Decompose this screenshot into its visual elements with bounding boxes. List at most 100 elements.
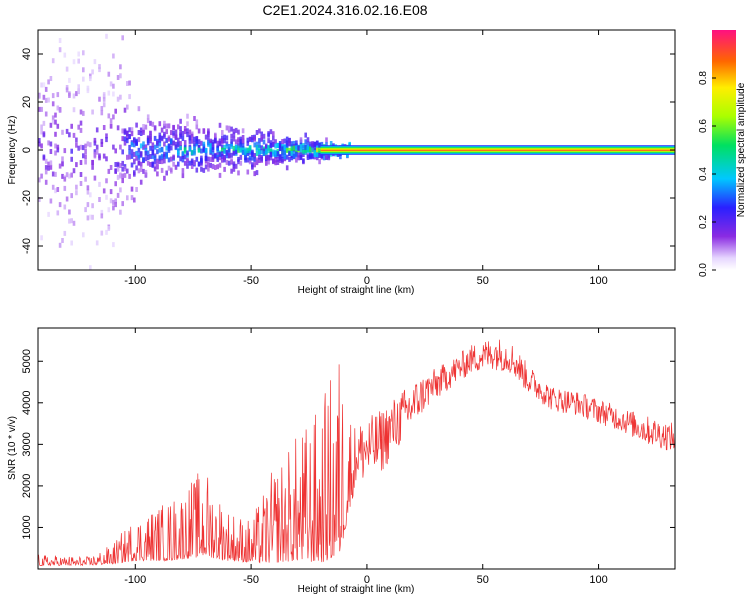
heatmap-cell [70,240,73,246]
heatmap-cell [181,157,185,163]
heatmap-cell [195,124,199,130]
heatmap-cell [269,152,273,158]
y-tick-label: -40 [21,238,33,254]
heatmap-cell [149,145,152,151]
heatmap-cell [163,123,166,129]
heatmap-cell [276,156,280,162]
heatmap-cell [144,147,148,153]
heatmap-cell [223,166,226,172]
heatmap-cell [119,64,122,70]
heatmap-cell [160,159,164,165]
heatmap-cell [58,163,62,169]
x-tick-label: -50 [243,275,259,287]
heatmap-cell [225,159,229,165]
heatmap-cell [56,144,60,150]
heatmap-cell [204,164,208,170]
heatmap-cell [139,127,143,133]
heatmap-cell [272,131,275,137]
heatmap-cell [174,141,178,147]
heatmap-cell [170,156,173,162]
heatmap-cell [221,153,224,159]
heatmap-cell [79,120,83,126]
heatmap-cell [42,120,46,126]
heatmap-cell [204,150,208,156]
heatmap-cell [274,157,277,163]
heatmap-cell [216,156,219,162]
colorbar-tick-label: 0.2 [698,215,709,229]
heatmap-cell [179,145,182,150]
heatmap-cell [197,139,201,145]
heatmap-cell [214,153,217,159]
heatmap-cell [234,139,238,145]
heatmap-cell [299,143,303,149]
heatmap-cell [151,142,155,148]
heatmap-cell [320,153,324,159]
heatmap-cell [216,164,219,170]
heatmap-cell [49,122,53,128]
heatmap-cell [253,142,256,148]
heatmap-cell [100,142,104,147]
y-tick-label: 4000 [21,391,33,415]
heatmap-cell [306,144,310,150]
heatmap-cell [195,119,199,125]
heatmap-cell [89,214,92,220]
heatmap-cell [126,130,129,136]
heatmap-cell [248,136,252,142]
heatmap-cell [313,141,317,147]
x-tick-label: 0 [364,574,370,586]
heatmap-cell [139,179,143,185]
heatmap-cell [174,164,178,170]
heatmap-cell [269,155,273,161]
heatmap-cell [190,133,194,139]
heatmap-cell [133,137,136,143]
heatmap-cell [63,230,67,236]
snr-frame [37,327,676,570]
heatmap-cell [281,139,284,144]
heatmap-cell [186,163,189,169]
heatmap-cell [79,144,83,150]
heatmap-cell [93,152,97,157]
heatmap-cell [207,136,210,142]
x-tick-label: 0 [364,275,370,287]
heatmap-cell [65,196,69,202]
heatmap-cell [160,135,164,141]
heatmap-cell [302,158,305,164]
heatmap-cell [49,149,53,154]
heatmap-cell [135,165,138,171]
heatmap-cell [200,157,203,163]
heatmap-cell [232,163,236,169]
heatmap-cell [255,141,259,147]
heatmap-cell [304,139,307,145]
heatmap-cell [170,167,173,173]
heatmap-cell [68,218,71,224]
heatmap-cell [84,159,87,165]
heatmap-cell [82,50,85,56]
heatmap-cell [84,149,87,154]
heatmap-cell [79,181,83,186]
heatmap-cell [121,149,124,155]
heatmap-cell [109,123,113,129]
heatmap-cell [126,154,129,160]
heatmap-cell [177,124,180,130]
heatmap-cell [172,125,175,131]
y-tick-label: 3000 [21,432,33,456]
heatmap-cell [126,195,129,201]
heatmap-cell [246,157,250,163]
heatmap-cell [119,73,122,79]
heatmap-cell [255,130,259,135]
heatmap-cell [56,210,60,216]
heatmap-cell [65,87,69,93]
heatmap-cell [309,141,312,147]
heatmap-cell [126,138,129,144]
colorbar-tick-label: 0.4 [698,167,709,181]
heatmap-cell [197,128,201,134]
heatmap-cell [214,138,217,144]
heatmap-cell [144,144,148,150]
heatmap-cell [260,156,263,162]
heatmap-cell [186,132,189,138]
heatmap-cell [65,66,69,72]
heatmap-cell [112,205,115,211]
heatmap-cell [56,105,60,111]
heatmap-cell [75,137,78,143]
